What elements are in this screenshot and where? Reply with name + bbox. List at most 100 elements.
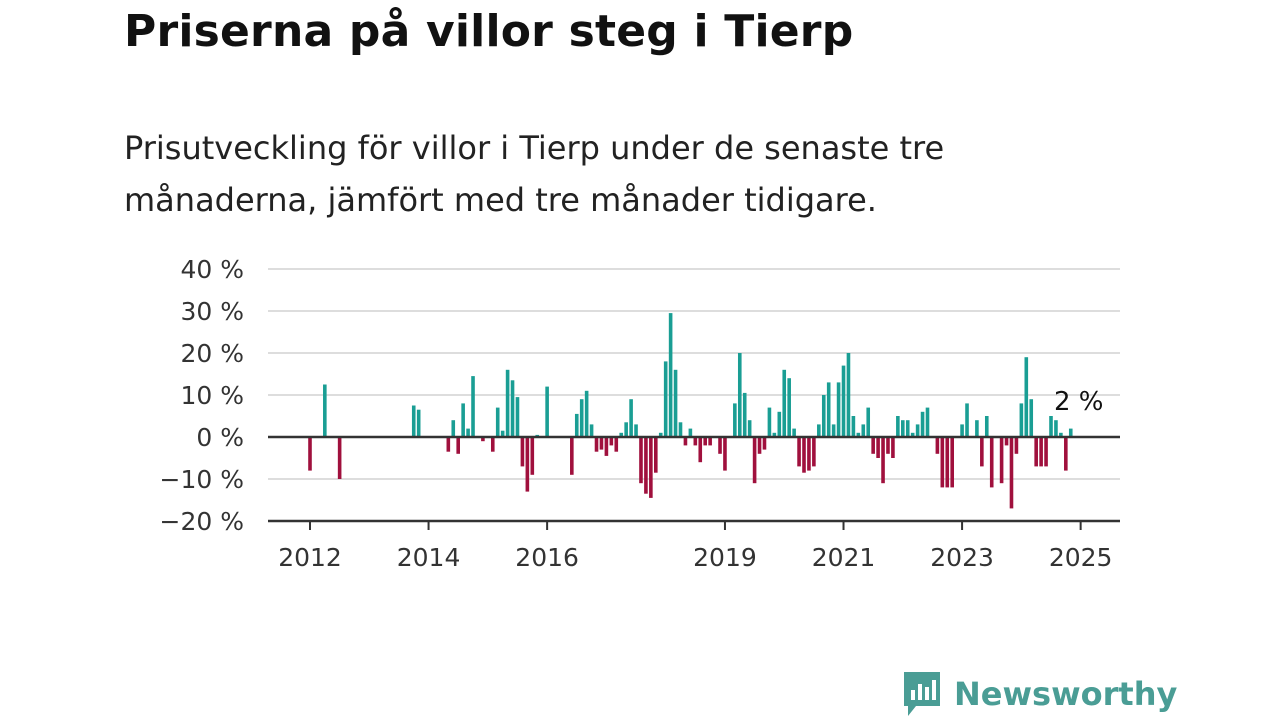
bar-positive	[500, 430, 505, 437]
bar-positive	[1049, 416, 1053, 437]
x-tick-label: 2016	[515, 543, 579, 572]
bar-positive	[1054, 420, 1058, 437]
bar-positive	[668, 313, 673, 437]
bar-positive	[965, 403, 969, 437]
bar-positive	[975, 420, 979, 437]
bar-negative	[337, 437, 342, 479]
bar-positive	[856, 432, 861, 437]
bar-negative	[308, 437, 312, 471]
axis-layer: 40 % 30 % 20 % 10 % 0 % −10 % −20 % 2012 2014 201…	[160, 255, 1120, 572]
y-tick-label: −10 %	[160, 465, 244, 494]
bar-positive	[624, 422, 628, 437]
bar-negative	[530, 437, 535, 475]
bar-negative	[698, 437, 703, 463]
bar-negative	[980, 437, 984, 467]
x-tick-label: 2023	[930, 543, 994, 572]
bar-positive	[1019, 403, 1024, 437]
bar-positive	[451, 420, 456, 437]
bar-positive	[910, 432, 915, 437]
bar-negative	[718, 437, 722, 454]
bar-positive	[905, 420, 910, 437]
y-tick-label: 20 %	[180, 339, 244, 368]
x-tick-label: 2025	[1049, 543, 1113, 572]
bar-positive	[984, 416, 989, 437]
bar-negative	[481, 437, 485, 442]
bar-positive	[733, 403, 737, 437]
bar-positive	[471, 376, 475, 437]
bar-chart: 40 % 30 % 20 % 10 % 0 % −10 % −20 % 2012 2014 201…	[160, 255, 1120, 572]
bar-negative	[723, 437, 727, 471]
page-subtitle: Prisutveckling för villor i Tierp under …	[124, 129, 945, 219]
bar-negative	[1039, 437, 1043, 467]
bar-negative	[762, 437, 767, 450]
bar-positive	[920, 411, 925, 437]
bar-positive	[841, 365, 846, 437]
bar-negative	[797, 437, 801, 467]
bar-positive	[915, 424, 920, 437]
newsworthy-logo-icon	[904, 672, 940, 716]
bar-negative	[446, 437, 451, 452]
bar-positive	[846, 353, 851, 437]
bar-negative	[989, 437, 994, 488]
bar-positive	[495, 407, 500, 437]
bar-negative	[654, 437, 658, 473]
bar-positive	[767, 407, 772, 437]
bar-negative	[935, 437, 940, 454]
bar-negative	[752, 437, 757, 484]
bar-negative	[940, 437, 945, 488]
bar-positive	[678, 422, 683, 437]
bar-negative	[490, 437, 495, 452]
bar-positive	[896, 416, 900, 437]
bar-negative	[614, 437, 619, 452]
bar-positive	[772, 432, 777, 437]
bar-positive	[817, 424, 821, 437]
bar-negative	[683, 437, 688, 446]
brand-name: Newsworthy	[954, 675, 1178, 713]
bar-positive	[861, 424, 866, 437]
bar-positive	[510, 380, 515, 437]
bar-negative	[950, 437, 954, 488]
last-value-label: 2 %	[1054, 387, 1104, 417]
bar-positive	[323, 384, 327, 437]
bar-positive	[851, 416, 856, 437]
bar-positive	[925, 407, 930, 437]
newsworthy-logo: Newsworthy	[902, 670, 1177, 718]
bar-negative	[1004, 437, 1009, 446]
bar-positive	[515, 397, 520, 437]
bar-negative	[1014, 437, 1019, 454]
bar-positive	[584, 390, 589, 437]
bar-negative	[594, 437, 599, 452]
bar-negative	[1034, 437, 1038, 467]
bar-positive	[737, 353, 742, 437]
bar-positive	[782, 369, 787, 437]
bar-negative	[1064, 437, 1068, 471]
bar-positive	[579, 399, 584, 437]
bar-positive	[960, 424, 964, 437]
bar-positive	[787, 378, 791, 437]
bar-positive	[1024, 357, 1029, 437]
bar-negative	[644, 437, 648, 494]
bar-negative	[639, 437, 643, 484]
bar-positive	[747, 420, 752, 437]
bar-positive	[831, 424, 836, 437]
bar-positive	[411, 405, 416, 437]
bar-negative	[886, 437, 890, 454]
bar-positive	[1068, 428, 1073, 437]
page-title: Priserna på villor steg i Tierp	[124, 6, 854, 57]
y-tick-label: 30 %	[180, 297, 244, 326]
bar-negative	[945, 437, 950, 488]
bar-negative	[999, 437, 1004, 484]
bar-positive	[866, 407, 871, 437]
bar-positive	[792, 428, 796, 437]
bar-positive	[658, 432, 663, 437]
y-tick-label: −20 %	[160, 507, 244, 536]
bar-negative	[604, 437, 609, 456]
bar-negative	[871, 437, 875, 454]
bar-negative	[802, 437, 806, 473]
bar-positive	[629, 399, 633, 437]
bar-positive	[461, 403, 465, 437]
bar-positive	[416, 409, 421, 437]
bar-positive	[821, 395, 826, 437]
bar-negative	[456, 437, 460, 454]
x-tick-label: 2014	[397, 543, 461, 572]
